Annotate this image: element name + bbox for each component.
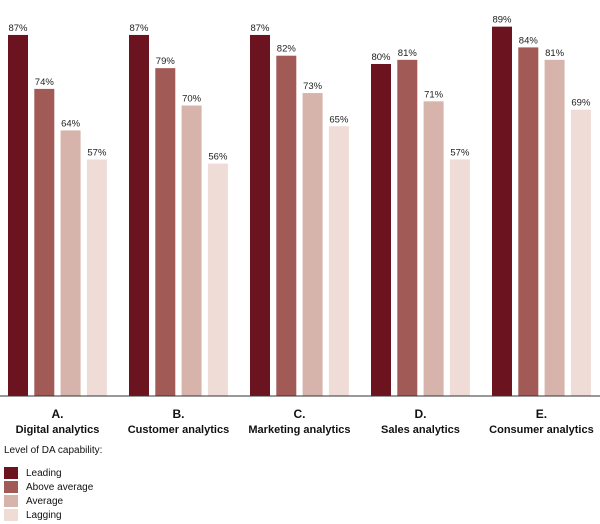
bar-customer-analytics-above-average (155, 68, 176, 397)
bar-marketing-analytics-above-average (276, 55, 297, 396)
bar-marketing-analytics-average (302, 93, 323, 397)
bar-sales-analytics-leading (371, 64, 391, 396)
value-label-sales-analytics-above-average: 81% (398, 48, 418, 59)
legend-label-lagging: Lagging (26, 509, 62, 521)
category-letter-marketing-analytics: C. (293, 407, 305, 421)
value-label-consumer-analytics-average: 81% (545, 48, 565, 59)
bar-marketing-analytics-lagging (328, 126, 349, 396)
value-label-customer-analytics-above-average: 79% (156, 56, 176, 67)
bar-chart: 87% 74% 64% 57% 87% 79% 70% 56% 87% 82% 73% 65% 80% 8… (0, 15, 600, 436)
value-label-customer-analytics-leading: 87% (129, 23, 149, 34)
bar-customer-analytics-average (181, 105, 202, 396)
value-label-digital-analytics-leading: 87% (8, 23, 28, 34)
legend-swatch-lagging (4, 509, 18, 521)
value-label-digital-analytics-average: 64% (61, 118, 81, 129)
category-name-customer-analytics: Customer analytics (128, 424, 229, 436)
value-label-marketing-analytics-lagging: 65% (329, 114, 349, 125)
bar-sales-analytics-lagging (449, 159, 470, 396)
legend-item-lagging: Lagging (4, 508, 102, 522)
bar-consumer-analytics-above-average (518, 47, 539, 397)
category-labels-layer: A. Digital analytics B. Customer analytics C… (16, 407, 594, 436)
value-label-customer-analytics-lagging: 56% (208, 152, 228, 163)
value-label-customer-analytics-average: 70% (182, 94, 202, 105)
value-labels-layer: 87% 74% 64% 57% 87% 79% 70% 56% 87% 82% 73% 65% 80% 8… (8, 15, 590, 163)
value-label-consumer-analytics-lagging: 69% (571, 98, 591, 109)
category-name-sales-analytics: Sales analytics (381, 424, 460, 436)
bar-customer-analytics-lagging (207, 163, 228, 396)
bar-consumer-analytics-average (544, 59, 565, 396)
bar-digital-analytics-average (60, 130, 81, 396)
legend-item-leading: Leading (4, 466, 102, 480)
value-label-marketing-analytics-leading: 87% (250, 23, 270, 34)
legend-item-average: Average (4, 494, 102, 508)
legend-item-above-average: Above average (4, 480, 102, 494)
value-label-marketing-analytics-average: 73% (303, 81, 323, 92)
legend-swatch-leading (4, 467, 18, 479)
bar-digital-analytics-lagging (86, 159, 107, 396)
value-label-sales-analytics-average: 71% (424, 89, 444, 100)
bar-digital-analytics-leading (8, 34, 28, 396)
bar-customer-analytics-leading (129, 34, 149, 396)
category-letter-customer-analytics: B. (172, 407, 184, 421)
category-letter-digital-analytics: A. (51, 407, 63, 421)
value-label-sales-analytics-lagging: 57% (450, 147, 470, 158)
legend-label-average: Average (26, 495, 64, 507)
value-label-sales-analytics-leading: 80% (371, 52, 391, 63)
bars-layer (8, 26, 591, 397)
legend: Level of DA capability: Leading Above av… (4, 445, 102, 522)
category-name-marketing-analytics: Marketing analytics (248, 424, 350, 436)
value-label-digital-analytics-above-average: 74% (35, 77, 55, 88)
bar-digital-analytics-above-average (34, 88, 55, 397)
category-name-consumer-analytics: Consumer analytics (489, 424, 594, 436)
bar-consumer-analytics-lagging (570, 109, 591, 397)
value-label-consumer-analytics-leading: 89% (492, 15, 512, 26)
legend-swatch-above-average (4, 481, 18, 493)
bar-consumer-analytics-leading (492, 26, 512, 397)
bar-marketing-analytics-leading (250, 34, 270, 396)
category-letter-consumer-analytics: E. (536, 407, 547, 421)
legend-label-leading: Leading (26, 467, 62, 479)
value-label-consumer-analytics-above-average: 84% (519, 35, 539, 46)
value-label-marketing-analytics-above-average: 82% (277, 44, 297, 55)
legend-swatch-average (4, 495, 18, 507)
category-name-digital-analytics: Digital analytics (16, 424, 100, 436)
legend-title: Level of DA capability: (4, 445, 103, 456)
category-letter-sales-analytics: D. (414, 407, 426, 421)
bar-sales-analytics-above-average (397, 59, 418, 396)
bar-sales-analytics-average (423, 101, 444, 396)
legend-label-above-average: Above average (26, 481, 94, 493)
value-label-digital-analytics-lagging: 57% (87, 147, 107, 158)
